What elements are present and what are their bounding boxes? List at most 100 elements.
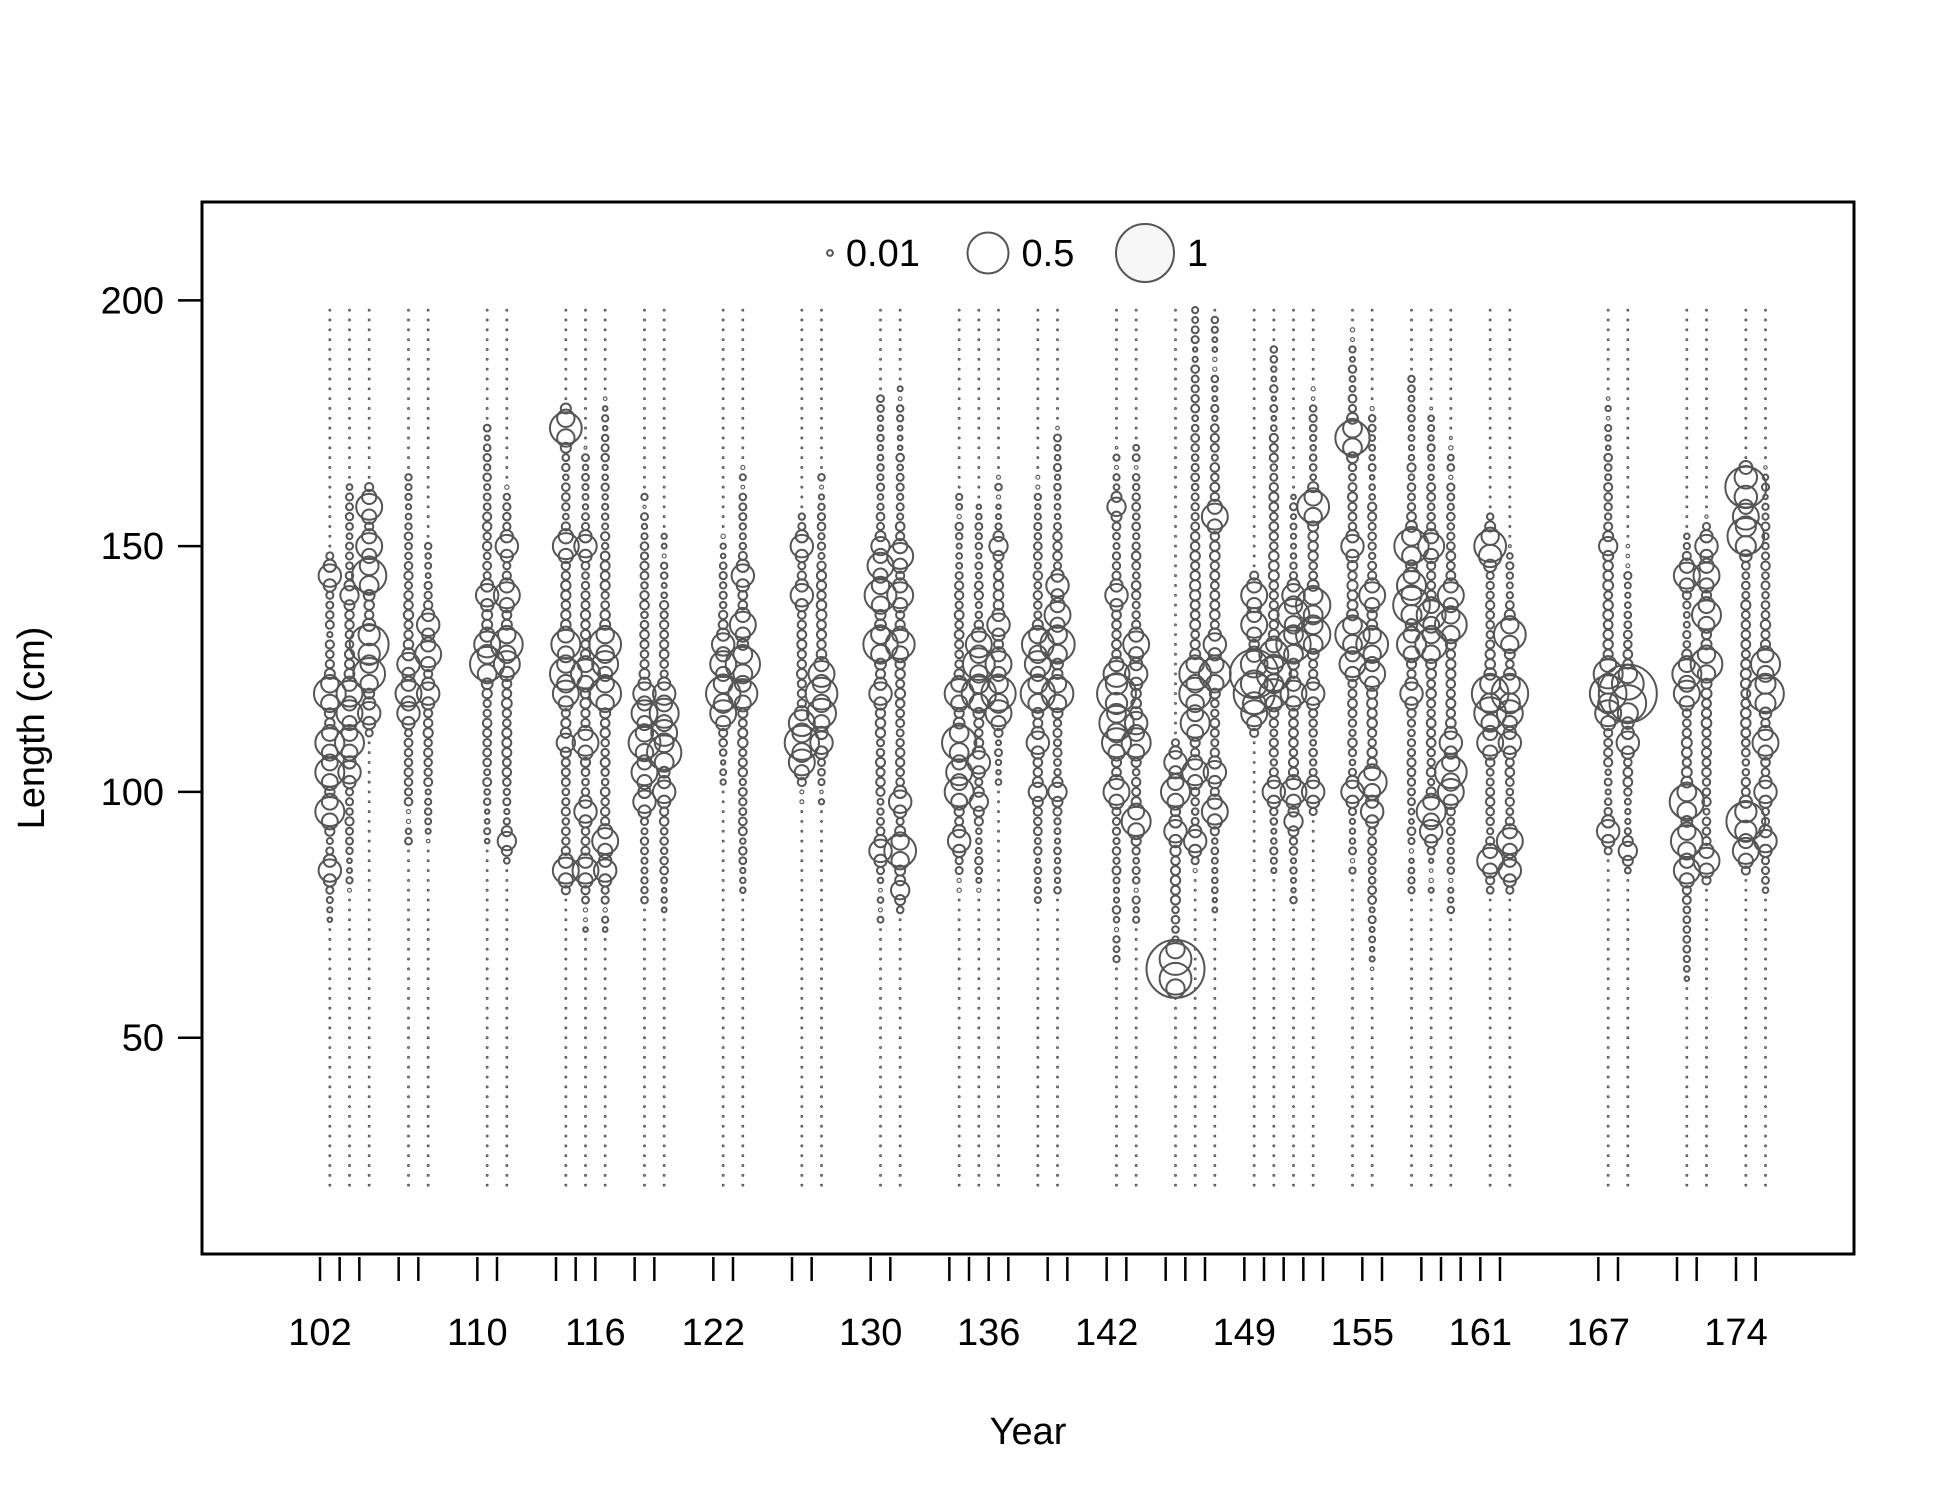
bubble (1744, 1105, 1748, 1108)
bubble (1422, 792, 1441, 811)
bubble (328, 1065, 332, 1069)
bubble (1212, 356, 1218, 363)
bubble (879, 1144, 882, 1148)
bubble (957, 436, 961, 440)
bubble (1370, 1036, 1374, 1040)
bubble (564, 898, 568, 902)
bubble (1132, 915, 1141, 924)
bubble (741, 308, 745, 312)
bubble (1252, 554, 1256, 558)
bubble (721, 790, 725, 794)
bubble (796, 698, 807, 709)
bubble (1508, 348, 1512, 351)
bubble (1488, 967, 1492, 971)
bubble (1701, 757, 1712, 768)
bubble (356, 701, 382, 726)
bubble (557, 528, 574, 545)
bubble (404, 836, 413, 846)
bubble (1036, 1124, 1040, 1128)
bubble (1408, 857, 1415, 865)
bubble (1348, 846, 1357, 856)
bubble (1448, 445, 1454, 451)
bubble (328, 426, 332, 430)
bubble (1240, 581, 1269, 610)
bubble (659, 599, 670, 611)
bubble (1056, 996, 1059, 1000)
bubble (977, 318, 981, 322)
bubble (1426, 727, 1437, 738)
bubble (603, 387, 607, 391)
bubble (1764, 318, 1767, 322)
bubble (1705, 446, 1708, 450)
bubble (1366, 687, 1379, 700)
bubble (564, 1105, 568, 1108)
bubble (485, 1036, 489, 1040)
bubble (1028, 644, 1048, 664)
bubble (1622, 776, 1634, 788)
bubble (1448, 435, 1453, 440)
bubble (659, 659, 670, 669)
bubble (1761, 875, 1770, 885)
bubble (954, 521, 964, 532)
bubble (328, 928, 332, 931)
bubble (1268, 432, 1279, 444)
bubble (1052, 747, 1063, 758)
bubble (1112, 935, 1121, 944)
bubble (1449, 1055, 1453, 1059)
bubble (1342, 417, 1363, 439)
legend-bubble (826, 249, 834, 257)
bubble (367, 1105, 371, 1108)
bubble (721, 318, 725, 322)
bubble (328, 1134, 332, 1138)
bubble-column-41 (1668, 308, 1705, 1187)
bubble-column-40 (1597, 308, 1658, 1187)
bubble (1351, 1134, 1354, 1138)
bubble (1705, 987, 1708, 990)
bubble (977, 1085, 981, 1089)
bubble (328, 436, 332, 440)
bubble (1349, 327, 1356, 333)
bubble (1626, 908, 1630, 912)
bubble (426, 338, 430, 342)
bubble (1134, 1006, 1138, 1010)
bubble (1620, 725, 1635, 741)
bubble (1685, 996, 1689, 1000)
x-tick-label: 161 (1449, 1312, 1512, 1354)
bubble (345, 483, 354, 492)
bubble (1446, 837, 1455, 845)
bubble (1508, 328, 1512, 332)
bubble (328, 1154, 332, 1158)
bubble (1115, 397, 1118, 401)
bubble (984, 699, 1013, 728)
bubble (876, 915, 885, 924)
bubble (1410, 328, 1413, 332)
bubble (741, 328, 745, 332)
bubble (874, 756, 887, 768)
bubble (345, 876, 354, 885)
bubble (584, 1124, 587, 1128)
bubble (1764, 947, 1767, 951)
bubble (721, 957, 725, 961)
bubble (564, 308, 568, 312)
bubble (787, 748, 816, 777)
bubble (1174, 1105, 1177, 1108)
bubble (1429, 918, 1433, 922)
bubble (1292, 1006, 1295, 1010)
bubble (407, 318, 410, 322)
bubble (603, 1114, 607, 1118)
bubble (1115, 1006, 1118, 1010)
bubble (348, 1183, 351, 1187)
bubble (1488, 996, 1492, 1000)
bubble (1053, 502, 1062, 511)
bubble (721, 348, 725, 351)
bubble (1115, 1016, 1118, 1020)
bubble-column-20 (980, 308, 1017, 1187)
bubble (1606, 1006, 1610, 1010)
bubble (348, 1144, 351, 1148)
bubble (1308, 758, 1318, 767)
bubble (348, 977, 351, 981)
bubble (564, 1075, 568, 1079)
bubble (497, 644, 517, 664)
bubble (403, 747, 414, 758)
bubble (1429, 367, 1433, 371)
